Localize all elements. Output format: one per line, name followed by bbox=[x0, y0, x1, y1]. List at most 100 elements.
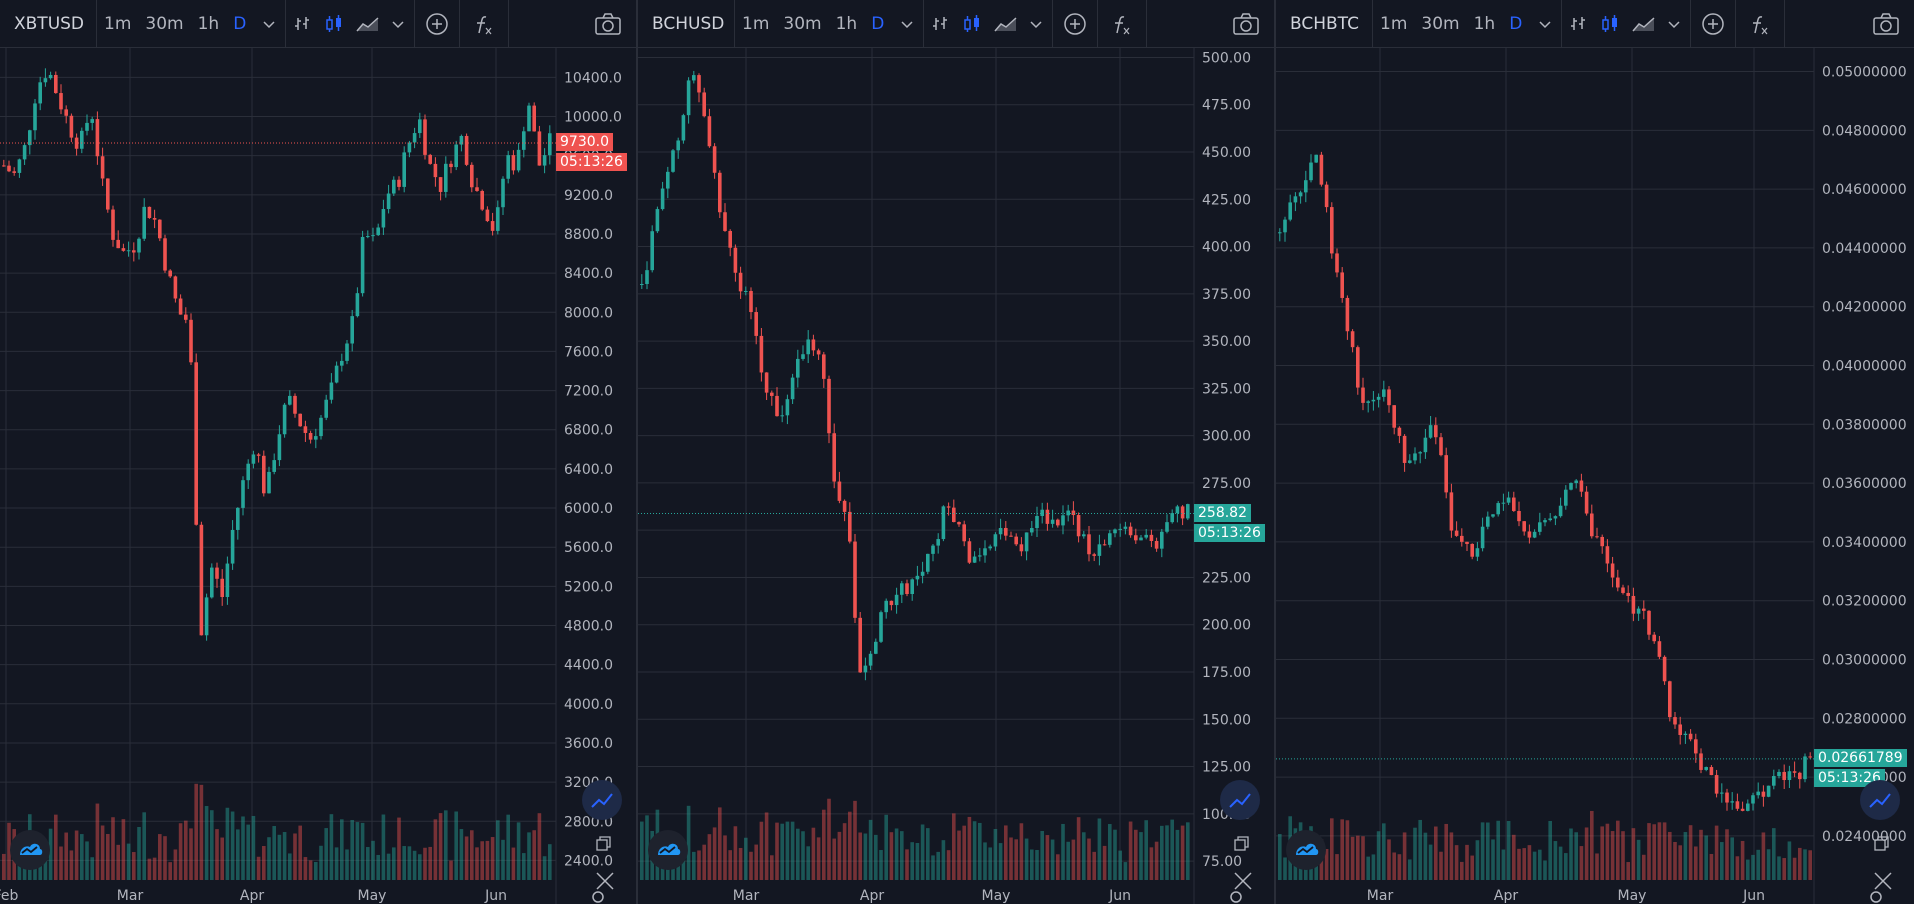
chevron-down-icon[interactable] bbox=[897, 14, 917, 34]
candle-body bbox=[288, 395, 292, 405]
candle-body bbox=[1590, 513, 1594, 537]
volume-bar bbox=[1113, 829, 1117, 880]
gear-icon[interactable] bbox=[1227, 888, 1245, 904]
quick-chart-button[interactable] bbox=[1220, 780, 1260, 820]
candle-body bbox=[1175, 506, 1180, 514]
price-chart[interactable]: 0.05000000 0.04800000 0.04600000 0.04400000… bbox=[1276, 48, 1914, 904]
area-chart-icon[interactable] bbox=[994, 14, 1017, 34]
add-indicator-icon[interactable] bbox=[1063, 12, 1087, 36]
price-chart[interactable]: 500.00 475.00 450.00 425.00 400.00 375.00 350.… bbox=[638, 48, 1274, 904]
bar-chart-icon[interactable] bbox=[930, 14, 950, 34]
volume-bar bbox=[1097, 818, 1102, 880]
copy-icon[interactable] bbox=[596, 836, 612, 856]
interval-30m-button[interactable]: 30m bbox=[783, 13, 822, 34]
volume-bar bbox=[1356, 835, 1360, 880]
tradingview-logo[interactable] bbox=[1286, 830, 1326, 870]
camera-icon[interactable] bbox=[1232, 12, 1260, 36]
volume-bar bbox=[288, 853, 292, 880]
interval-1h-button[interactable]: 1h bbox=[197, 13, 220, 34]
candle-body bbox=[692, 75, 696, 81]
interval-30m-button[interactable]: 30m bbox=[145, 13, 184, 34]
interval-1h-button[interactable]: 1h bbox=[1473, 13, 1496, 34]
candle-body bbox=[262, 455, 266, 494]
candle-body bbox=[712, 146, 717, 173]
chevron-down-icon[interactable] bbox=[1026, 14, 1046, 34]
volume-bar bbox=[1102, 845, 1107, 880]
interval-d-button[interactable]: D bbox=[1509, 13, 1523, 34]
add-indicator-icon[interactable] bbox=[1701, 12, 1725, 36]
area-chart-icon[interactable] bbox=[1632, 14, 1655, 34]
price-tick-label: 350.00 bbox=[1202, 334, 1251, 350]
price-chart[interactable]: 10400.010000.09600.09200.08800.08400.080… bbox=[0, 48, 636, 904]
add-indicator-icon[interactable] bbox=[425, 12, 449, 36]
candles-icon[interactable] bbox=[324, 14, 344, 34]
candle-body bbox=[1782, 771, 1786, 781]
close-icon[interactable] bbox=[1872, 870, 1894, 896]
chevron-down-icon[interactable] bbox=[1664, 14, 1684, 34]
candle-body bbox=[464, 135, 469, 165]
symbol-search-button[interactable]: BCHBTC bbox=[1290, 13, 1359, 34]
quick-chart-button[interactable] bbox=[1860, 780, 1900, 820]
fx-icon[interactable] bbox=[1112, 14, 1132, 34]
volume-bar bbox=[168, 862, 172, 880]
candle-body bbox=[319, 417, 323, 437]
gear-icon[interactable] bbox=[1867, 888, 1885, 904]
candle-body bbox=[915, 575, 920, 580]
copy-icon[interactable] bbox=[1234, 836, 1250, 856]
copy-icon[interactable] bbox=[1874, 836, 1890, 856]
interval-1m-button[interactable]: 1m bbox=[742, 13, 770, 34]
tradingview-logo[interactable] bbox=[648, 830, 688, 870]
candle-body bbox=[1720, 792, 1724, 794]
quick-chart-button[interactable] bbox=[582, 780, 622, 820]
candles-icon[interactable] bbox=[1600, 14, 1620, 34]
interval-1m-button[interactable]: 1m bbox=[104, 13, 132, 34]
volume-bar bbox=[879, 850, 883, 880]
price-tick-label: 225.00 bbox=[1202, 570, 1251, 586]
chart-panel-bchusd[interactable]: BCHUSD 1m 30m 1h D 500.00 475.00 450.00 425… bbox=[636, 0, 1274, 904]
fx-icon[interactable] bbox=[474, 14, 494, 34]
price-tick-label: 8800.0 bbox=[564, 227, 613, 243]
area-chart-icon[interactable] bbox=[356, 14, 379, 34]
volume-bar bbox=[428, 846, 432, 880]
toolbar-divider bbox=[1052, 0, 1054, 48]
chart-panel-bchbtc[interactable]: BCHBTC 1m 30m 1h D 0.05000000 0.04800000 0… bbox=[1274, 0, 1914, 904]
fx-icon[interactable] bbox=[1750, 14, 1770, 34]
volume-bar bbox=[832, 838, 836, 880]
interval-d-button[interactable]: D bbox=[871, 13, 885, 34]
bar-chart-icon[interactable] bbox=[1568, 14, 1588, 34]
gear-icon[interactable] bbox=[589, 888, 607, 904]
interval-d-button[interactable]: D bbox=[233, 13, 247, 34]
volume-bar bbox=[111, 817, 115, 880]
candle-body bbox=[1772, 776, 1776, 786]
volume-bar bbox=[142, 812, 146, 880]
interval-30m-button[interactable]: 30m bbox=[1421, 13, 1460, 34]
interval-1h-button[interactable]: 1h bbox=[835, 13, 858, 34]
chevron-down-icon[interactable] bbox=[1535, 14, 1555, 34]
chart-panel-xbtusd[interactable]: XBTUSD 1m 30m 1h D 10400.010000.09600.09… bbox=[0, 0, 636, 904]
volume-bar bbox=[686, 805, 691, 880]
candles-icon[interactable] bbox=[962, 14, 982, 34]
volume-bar bbox=[733, 826, 738, 880]
candle-body bbox=[1725, 792, 1729, 803]
candle-body bbox=[1309, 162, 1313, 181]
volume-bar bbox=[506, 814, 510, 880]
candle-body bbox=[884, 600, 888, 613]
bar-chart-icon[interactable] bbox=[292, 14, 312, 34]
close-icon[interactable] bbox=[594, 870, 616, 896]
chevron-down-icon[interactable] bbox=[259, 14, 279, 34]
volume-bar bbox=[48, 828, 53, 880]
volume-bar bbox=[1772, 828, 1776, 880]
close-icon[interactable] bbox=[1232, 870, 1254, 896]
symbol-search-button[interactable]: BCHUSD bbox=[652, 13, 725, 34]
volume-bar bbox=[459, 829, 464, 880]
symbol-search-button[interactable]: XBTUSD bbox=[14, 13, 85, 34]
volume-bar bbox=[1045, 835, 1050, 880]
camera-icon[interactable] bbox=[1872, 12, 1900, 36]
chevron-down-icon[interactable] bbox=[388, 14, 408, 34]
volume-bar bbox=[967, 816, 972, 880]
camera-icon[interactable] bbox=[594, 12, 622, 36]
time-tick-label: Apr bbox=[1494, 888, 1518, 904]
candle-body bbox=[64, 109, 68, 116]
interval-1m-button[interactable]: 1m bbox=[1380, 13, 1408, 34]
tradingview-logo[interactable] bbox=[10, 830, 50, 870]
